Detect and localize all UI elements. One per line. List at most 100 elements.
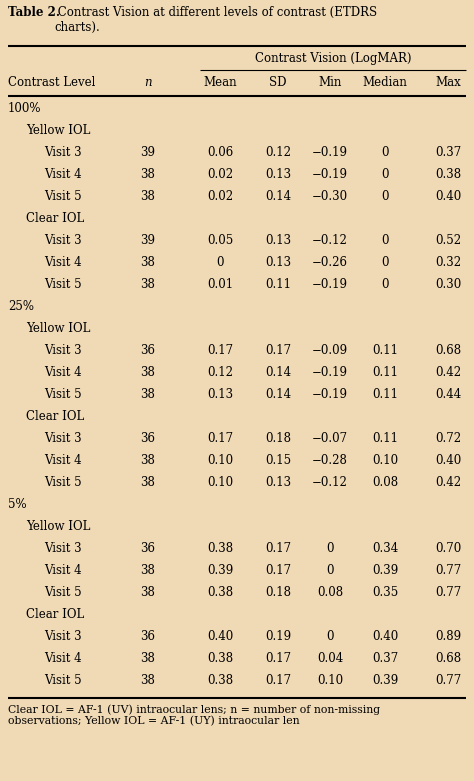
Text: Visit 5: Visit 5 <box>44 190 82 203</box>
Text: 0.32: 0.32 <box>435 256 461 269</box>
Text: 0.02: 0.02 <box>207 168 233 181</box>
Text: 38: 38 <box>141 674 155 687</box>
Text: 0.35: 0.35 <box>372 586 398 599</box>
Text: 5%: 5% <box>8 498 27 511</box>
Text: 0.42: 0.42 <box>435 366 461 379</box>
Text: 0: 0 <box>381 234 389 247</box>
Text: 0.10: 0.10 <box>207 454 233 467</box>
Text: 0.40: 0.40 <box>207 630 233 643</box>
Text: Clear IOL: Clear IOL <box>26 410 84 423</box>
Text: 36: 36 <box>140 432 155 445</box>
Text: −0.26: −0.26 <box>312 256 348 269</box>
Text: 38: 38 <box>141 564 155 577</box>
Text: 0: 0 <box>381 278 389 291</box>
Text: Mean: Mean <box>203 76 237 89</box>
Text: 38: 38 <box>141 476 155 489</box>
Text: 0.01: 0.01 <box>207 278 233 291</box>
Text: 0.77: 0.77 <box>435 586 461 599</box>
Text: 0.14: 0.14 <box>265 388 291 401</box>
Text: 38: 38 <box>141 454 155 467</box>
Text: 0.13: 0.13 <box>207 388 233 401</box>
Text: Visit 5: Visit 5 <box>44 674 82 687</box>
Text: 100%: 100% <box>8 102 42 115</box>
Text: 0.17: 0.17 <box>265 542 291 555</box>
Text: 36: 36 <box>140 542 155 555</box>
Text: 0.38: 0.38 <box>207 652 233 665</box>
Text: 38: 38 <box>141 256 155 269</box>
Text: Yellow IOL: Yellow IOL <box>26 520 91 533</box>
Text: 0.52: 0.52 <box>435 234 461 247</box>
Text: 38: 38 <box>141 168 155 181</box>
Text: 0: 0 <box>326 542 334 555</box>
Text: 0.18: 0.18 <box>265 432 291 445</box>
Text: 0.40: 0.40 <box>435 190 461 203</box>
Text: Clear IOL: Clear IOL <box>26 212 84 225</box>
Text: 0.10: 0.10 <box>317 674 343 687</box>
Text: −0.12: −0.12 <box>312 234 348 247</box>
Text: 0.11: 0.11 <box>372 388 398 401</box>
Text: 0.77: 0.77 <box>435 564 461 577</box>
Text: 0.17: 0.17 <box>265 344 291 357</box>
Text: 0.39: 0.39 <box>372 674 398 687</box>
Text: 0.11: 0.11 <box>372 432 398 445</box>
Text: 0.02: 0.02 <box>207 190 233 203</box>
Text: Min: Min <box>319 76 342 89</box>
Text: 0.72: 0.72 <box>435 432 461 445</box>
Text: −0.12: −0.12 <box>312 476 348 489</box>
Text: 0.14: 0.14 <box>265 366 291 379</box>
Text: 38: 38 <box>141 278 155 291</box>
Text: 0: 0 <box>381 146 389 159</box>
Text: 0.39: 0.39 <box>372 564 398 577</box>
Text: 0.38: 0.38 <box>207 542 233 555</box>
Text: 38: 38 <box>141 652 155 665</box>
Text: 36: 36 <box>140 344 155 357</box>
Text: Clear IOL: Clear IOL <box>26 608 84 621</box>
Text: 0.13: 0.13 <box>265 476 291 489</box>
Text: Visit 5: Visit 5 <box>44 476 82 489</box>
Text: −0.28: −0.28 <box>312 454 348 467</box>
Text: 38: 38 <box>141 586 155 599</box>
Text: 0.39: 0.39 <box>207 564 233 577</box>
Text: Visit 4: Visit 4 <box>44 652 82 665</box>
Text: Clear IOL = AF-1 (UV) intraocular lens; n = number of non-missing
observations; : Clear IOL = AF-1 (UV) intraocular lens; … <box>8 704 380 726</box>
Text: 0: 0 <box>381 256 389 269</box>
Text: −0.19: −0.19 <box>312 146 348 159</box>
Text: 0.37: 0.37 <box>435 146 461 159</box>
Text: Visit 3: Visit 3 <box>44 234 82 247</box>
Text: Visit 5: Visit 5 <box>44 586 82 599</box>
Text: SD: SD <box>269 76 287 89</box>
Text: 0.05: 0.05 <box>207 234 233 247</box>
Text: Visit 5: Visit 5 <box>44 278 82 291</box>
Text: Yellow IOL: Yellow IOL <box>26 124 91 137</box>
Text: 0.30: 0.30 <box>435 278 461 291</box>
Text: 0.38: 0.38 <box>435 168 461 181</box>
Text: 0.13: 0.13 <box>265 256 291 269</box>
Text: 0.11: 0.11 <box>372 344 398 357</box>
Text: 0: 0 <box>326 564 334 577</box>
Text: 0.10: 0.10 <box>372 454 398 467</box>
Text: −0.19: −0.19 <box>312 388 348 401</box>
Text: Max: Max <box>435 76 461 89</box>
Text: 0: 0 <box>216 256 224 269</box>
Text: Visit 3: Visit 3 <box>44 542 82 555</box>
Text: 0.17: 0.17 <box>207 344 233 357</box>
Text: 0.08: 0.08 <box>317 586 343 599</box>
Text: Visit 4: Visit 4 <box>44 256 82 269</box>
Text: 0.14: 0.14 <box>265 190 291 203</box>
Text: 0.68: 0.68 <box>435 344 461 357</box>
Text: 0.70: 0.70 <box>435 542 461 555</box>
Text: 25%: 25% <box>8 300 34 313</box>
Text: 0.12: 0.12 <box>265 146 291 159</box>
Text: 0.12: 0.12 <box>207 366 233 379</box>
Text: 0.04: 0.04 <box>317 652 343 665</box>
Text: Visit 3: Visit 3 <box>44 432 82 445</box>
Text: 0: 0 <box>326 630 334 643</box>
Text: Table 2.: Table 2. <box>8 6 60 19</box>
Text: Median: Median <box>363 76 408 89</box>
Text: 0.34: 0.34 <box>372 542 398 555</box>
Text: 0.68: 0.68 <box>435 652 461 665</box>
Text: −0.19: −0.19 <box>312 168 348 181</box>
Text: −0.07: −0.07 <box>312 432 348 445</box>
Text: 0.38: 0.38 <box>207 674 233 687</box>
Text: 0.37: 0.37 <box>372 652 398 665</box>
